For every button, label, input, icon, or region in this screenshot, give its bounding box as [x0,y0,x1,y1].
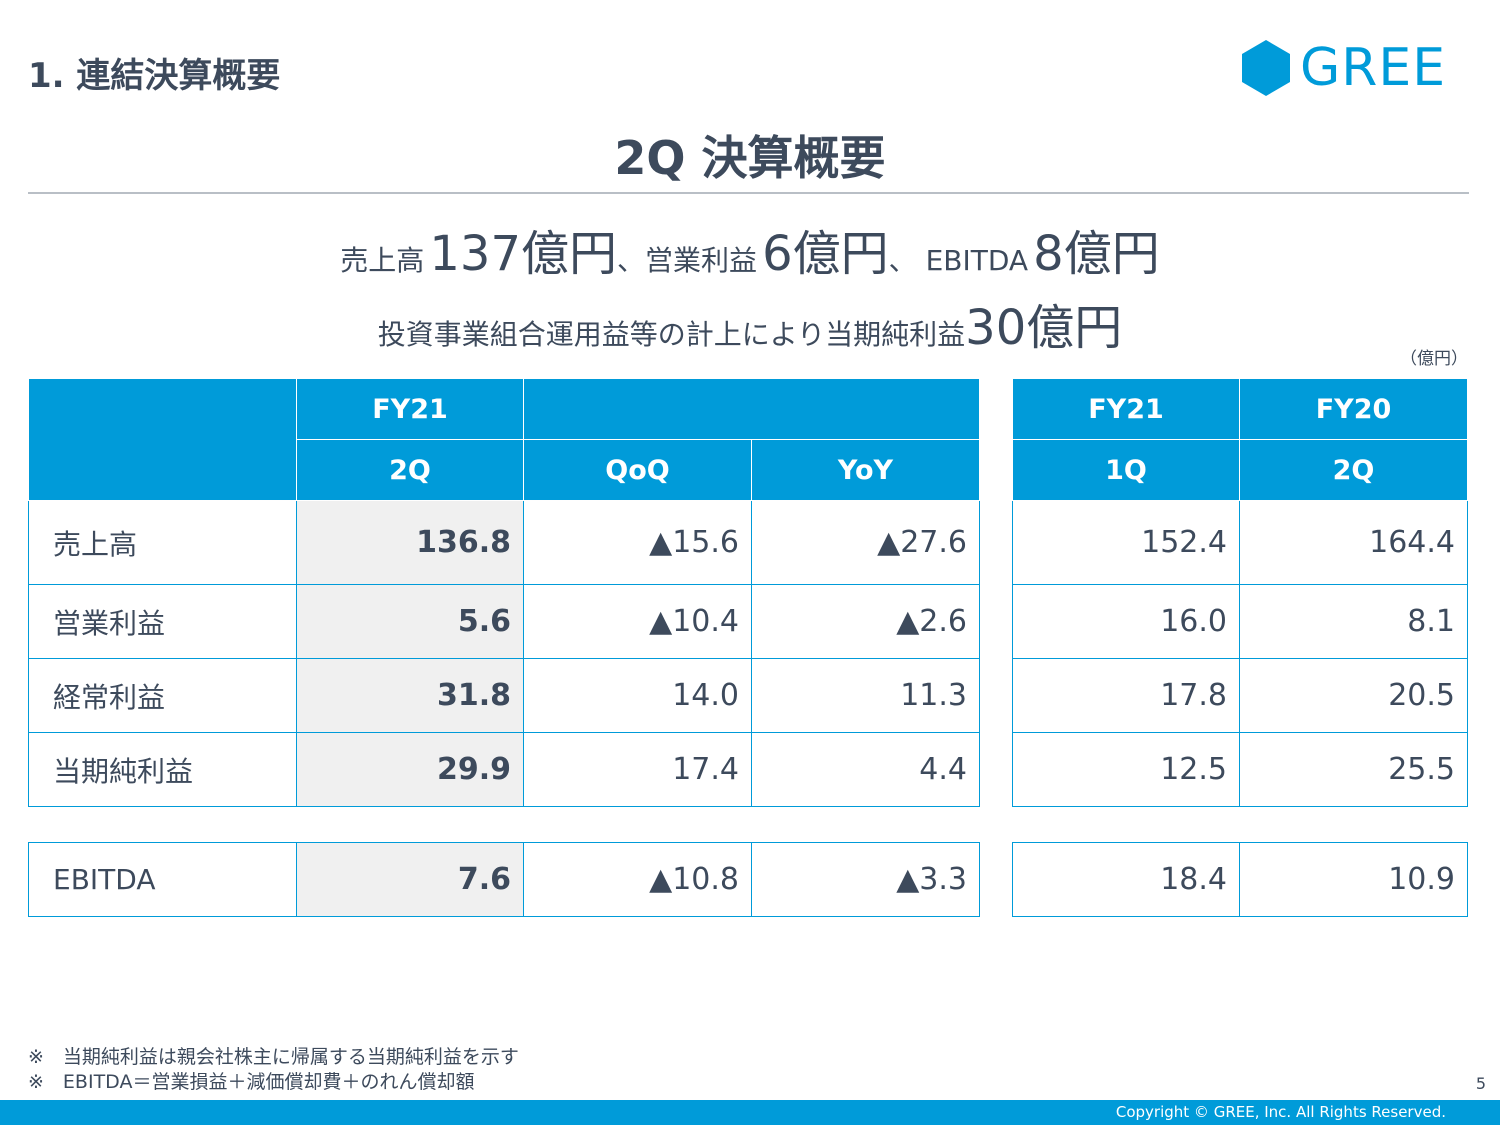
ebitda-table-side: 18.4 10.9 [1012,842,1468,917]
value-fy21-1q: 12.5 [1012,732,1240,807]
page-number: 5 [1475,1074,1486,1093]
row-label: 当期純利益 [28,732,297,807]
table-row: EBITDA 7.6 ▲10.8 ▲3.3 [28,842,980,917]
row-label: EBITDA [28,842,297,917]
header-1q: 1Q [1012,439,1240,501]
value-fy20-2q: 8.1 [1239,584,1468,659]
value-qoq: ▲15.6 [523,500,752,585]
header-fy21: FY21 [1012,378,1240,440]
value-fy20-2q: 164.4 [1239,500,1468,585]
header-fy21: FY21 [296,378,524,440]
value-qoq: 14.0 [523,658,752,733]
footer-bar: Copyright © GREE, Inc. All Rights Reserv… [0,1100,1500,1125]
value-2q: 31.8 [296,658,524,733]
row-label: 営業利益 [28,584,297,659]
value-fy21-1q: 18.4 [1012,842,1240,917]
header-blank-cell [28,378,297,501]
header-yoy: YoY [751,439,980,501]
value-2q: 7.6 [296,842,524,917]
header-qoq: QoQ [523,439,752,501]
header-fy20: FY20 [1239,378,1468,440]
value-yoy: ▲27.6 [751,500,980,585]
value-qoq: ▲10.8 [523,842,752,917]
header-blank-top [523,378,980,440]
value-fy21-1q: 152.4 [1012,500,1240,585]
table-row: 18.4 10.9 [1012,842,1468,917]
value-fy21-1q: 16.0 [1012,584,1240,659]
copyright-text: Copyright © GREE, Inc. All Rights Reserv… [1115,1103,1446,1121]
value-yoy: ▲2.6 [751,584,980,659]
results-table-main: FY21 2Q QoQ YoY 売上高 136.8 ▲15.6 ▲27.6 営業… [28,378,980,807]
title-divider [28,192,1469,194]
headline-label-sales: 売上高 [340,244,425,277]
headline-net-income-label: 投資事業組合運用益等の計上により当期純利益 [377,318,966,351]
row-label: 売上高 [28,500,297,585]
value-fy20-2q: 25.5 [1239,732,1468,807]
value-2q: 5.6 [296,584,524,659]
headline-net-income-value: 30億円 [965,300,1123,356]
value-fy20-2q: 20.5 [1239,658,1468,733]
results-table-side: FY21 FY20 1Q 2Q 152.4 164.4 16.0 8.1 17.… [1012,378,1468,807]
logo-text: GREE [1300,38,1447,98]
headline-label-op: 、営業利益 [617,244,758,277]
table-row: 17.8 20.5 [1012,658,1468,733]
value-2q: 29.9 [296,732,524,807]
gree-logo: GREE [1242,38,1446,98]
value-yoy: 11.3 [751,658,980,733]
headline-summary: 売上高 137億円、営業利益 6億円、 EBITDA 8億円 [0,214,1500,284]
value-qoq: ▲10.4 [523,584,752,659]
header-2q: 2Q [1239,439,1468,501]
ebitda-table-main: EBITDA 7.6 ▲10.8 ▲3.3 [28,842,980,917]
footnotes: ※ 当期純利益は親会社株主に帰属する当期純利益を示す ※ EBITDA＝営業損益… [28,1045,519,1095]
page-title: 2Q 決算概要 [614,131,886,185]
table-row: 売上高 136.8 ▲15.6 ▲27.6 [28,500,980,585]
hexagon-logo-icon [1242,40,1290,96]
value-fy20-2q: 10.9 [1239,842,1468,917]
section-title: 1. 連結決算概要 [28,56,281,96]
value-qoq: 17.4 [523,732,752,807]
header-row-1: FY21 [28,378,980,501]
unit-label: （億円） [1400,349,1468,369]
row-label: 経常利益 [28,658,297,733]
headline-value-op: 6億円 [762,226,889,282]
header-row-2: 2Q QoQ YoY [29,439,980,501]
headline-value-ebitda: 8億円 [1033,226,1160,282]
header-row-2: 1Q 2Q [1012,439,1468,501]
table-row: 12.5 25.5 [1012,732,1468,807]
table-row: 経常利益 31.8 14.0 11.3 [28,658,980,733]
table-row: 営業利益 5.6 ▲10.4 ▲2.6 [28,584,980,659]
headline-net-income: 投資事業組合運用益等の計上により当期純利益30億円 [0,288,1500,358]
table-row: 152.4 164.4 [1012,500,1468,585]
value-yoy: 4.4 [751,732,980,807]
value-2q: 136.8 [296,500,524,585]
header-row-1: FY21 FY20 [1012,378,1468,440]
table-row: 16.0 8.1 [1012,584,1468,659]
table-row: 当期純利益 29.9 17.4 4.4 [28,732,980,807]
headline-label-ebitda: 、 EBITDA [888,244,1029,277]
footnote: ※ 当期純利益は親会社株主に帰属する当期純利益を示す [28,1046,519,1068]
value-fy21-1q: 17.8 [1012,658,1240,733]
headline-value-sales: 137億円 [429,226,618,282]
header-2q: 2Q [296,439,524,501]
value-yoy: ▲3.3 [751,842,980,917]
footnote: ※ EBITDA＝営業損益＋減価償却費＋のれん償却額 [28,1071,475,1093]
